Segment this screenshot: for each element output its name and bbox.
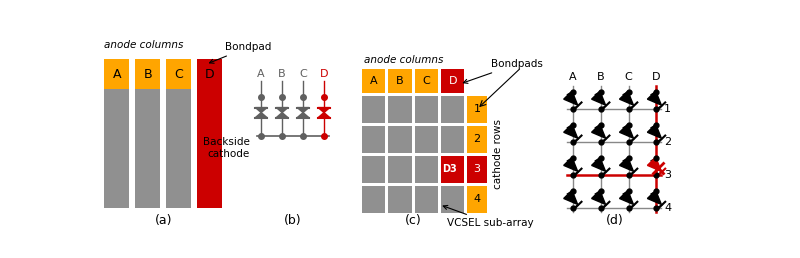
Polygon shape <box>564 124 578 138</box>
Text: VCSEL sub-array: VCSEL sub-array <box>443 205 534 228</box>
Text: anode columns: anode columns <box>363 55 443 65</box>
Bar <box>362 69 386 93</box>
Polygon shape <box>619 91 634 105</box>
Text: Bondpad: Bondpad <box>210 42 271 63</box>
Bar <box>166 59 191 89</box>
Polygon shape <box>276 108 288 112</box>
Text: D: D <box>205 68 214 80</box>
Polygon shape <box>255 108 267 112</box>
Text: 1: 1 <box>474 104 481 114</box>
Text: (b): (b) <box>284 214 302 227</box>
Polygon shape <box>298 108 309 112</box>
Bar <box>388 69 411 93</box>
Polygon shape <box>591 190 606 204</box>
Bar <box>441 126 464 153</box>
Bar <box>388 186 411 213</box>
Text: 2: 2 <box>664 137 671 147</box>
Text: D3: D3 <box>442 164 457 174</box>
Bar <box>414 69 438 93</box>
Polygon shape <box>564 157 578 171</box>
Bar <box>414 96 438 123</box>
Text: (d): (d) <box>606 214 623 227</box>
Text: B: B <box>396 76 404 86</box>
Polygon shape <box>619 157 634 171</box>
Bar <box>362 96 386 123</box>
Bar <box>388 126 411 153</box>
Text: cathode rows: cathode rows <box>493 119 503 189</box>
Polygon shape <box>318 108 330 112</box>
Text: 3: 3 <box>474 164 481 174</box>
Text: C: C <box>174 68 183 80</box>
Text: B: B <box>278 69 286 79</box>
Text: A: A <box>258 69 265 79</box>
Polygon shape <box>647 190 662 204</box>
Polygon shape <box>255 112 267 118</box>
Bar <box>467 186 486 213</box>
Polygon shape <box>647 91 662 105</box>
Polygon shape <box>591 124 606 138</box>
Bar <box>414 126 438 153</box>
Text: 4: 4 <box>474 194 481 204</box>
Bar <box>197 59 222 208</box>
Text: C: C <box>299 69 307 79</box>
Text: D: D <box>652 72 661 82</box>
Bar <box>441 186 464 213</box>
Text: A: A <box>370 76 378 86</box>
Polygon shape <box>318 112 330 118</box>
Text: C: C <box>625 72 633 82</box>
Bar <box>388 156 411 183</box>
Bar <box>441 96 464 123</box>
Text: 4: 4 <box>664 203 671 213</box>
Text: D: D <box>448 76 457 86</box>
Bar <box>441 69 464 93</box>
Bar <box>362 186 386 213</box>
Bar <box>135 89 161 208</box>
Bar <box>441 156 464 183</box>
Bar <box>166 89 191 208</box>
Polygon shape <box>619 124 634 138</box>
Polygon shape <box>276 112 288 118</box>
Bar <box>104 89 130 208</box>
Polygon shape <box>298 112 309 118</box>
Text: 3: 3 <box>664 170 671 180</box>
Text: C: C <box>422 76 430 86</box>
Bar <box>388 96 411 123</box>
Polygon shape <box>564 91 578 105</box>
Text: B: B <box>143 68 152 80</box>
Text: Backside
cathode: Backside cathode <box>202 137 250 159</box>
Text: D: D <box>320 69 328 79</box>
Polygon shape <box>619 190 634 204</box>
Bar <box>467 126 486 153</box>
Text: 1: 1 <box>664 104 671 114</box>
Bar <box>414 156 438 183</box>
Polygon shape <box>591 91 606 105</box>
Text: (c): (c) <box>405 214 422 227</box>
Text: A: A <box>569 72 577 82</box>
Polygon shape <box>591 157 606 171</box>
Bar <box>362 126 386 153</box>
Polygon shape <box>647 157 662 171</box>
Bar <box>467 156 486 183</box>
Polygon shape <box>564 190 578 204</box>
Bar <box>362 156 386 183</box>
Text: (a): (a) <box>154 214 172 227</box>
Text: 2: 2 <box>474 134 481 144</box>
Bar <box>467 96 486 123</box>
Text: anode columns: anode columns <box>104 40 183 50</box>
Text: Bondpads: Bondpads <box>463 59 542 83</box>
Text: B: B <box>597 72 605 82</box>
Bar <box>135 59 161 89</box>
Polygon shape <box>647 124 662 138</box>
Bar <box>104 59 130 89</box>
Text: A: A <box>113 68 121 80</box>
Bar <box>414 186 438 213</box>
